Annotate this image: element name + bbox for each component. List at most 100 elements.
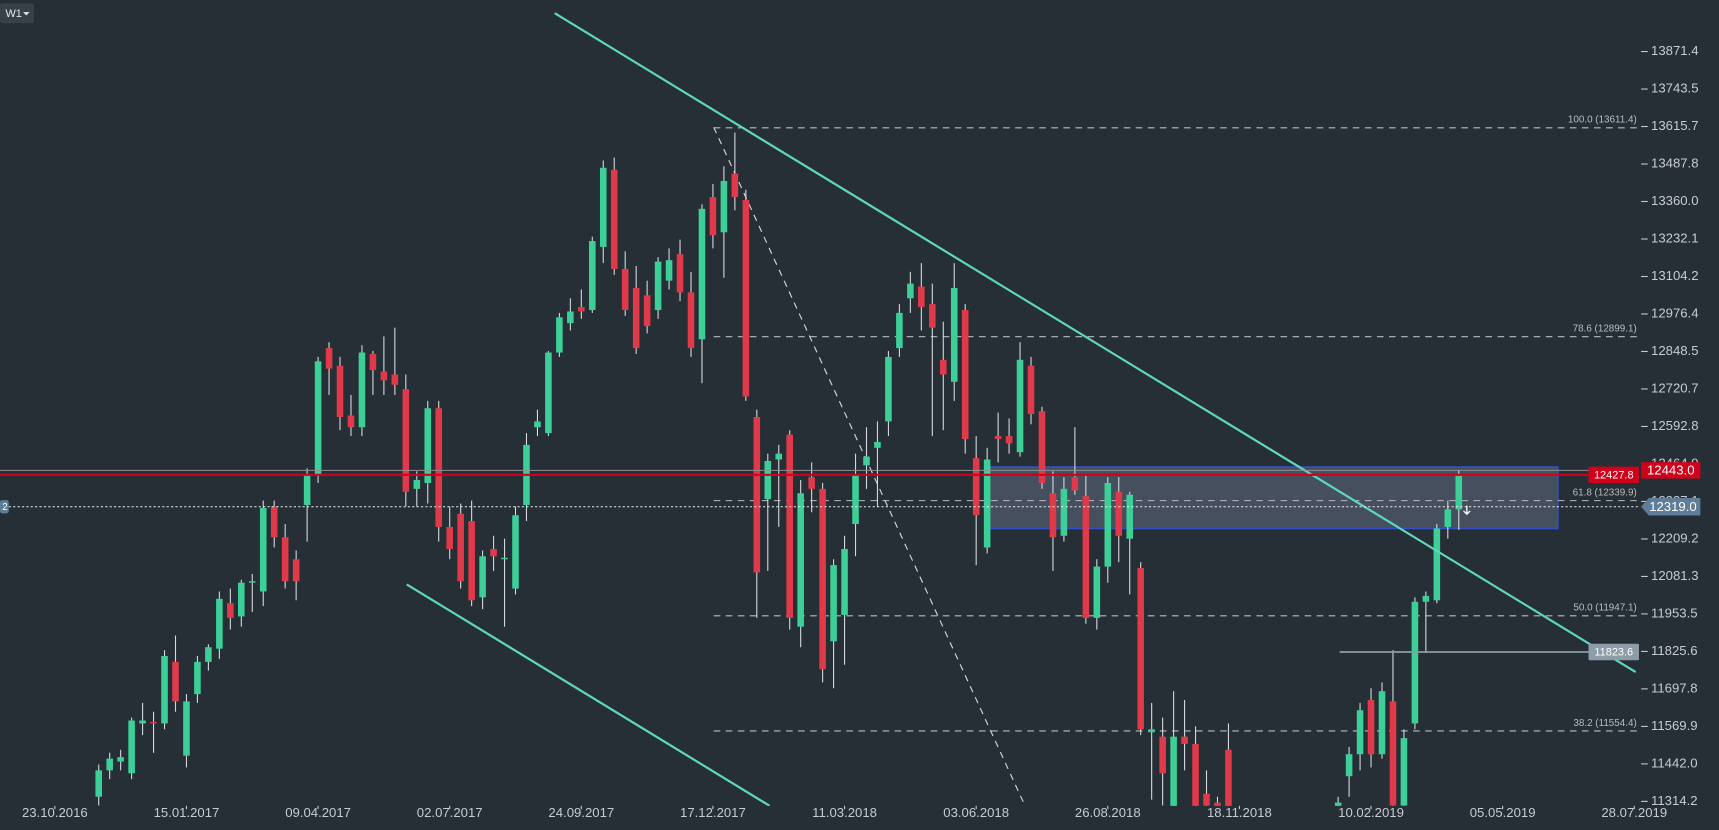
- candle-body: [950, 287, 958, 382]
- candle-body: [479, 556, 486, 598]
- fib-level-label: 38.2 (11554.4): [1573, 718, 1636, 729]
- candle-body: [490, 548, 497, 557]
- candle-body: [1192, 743, 1199, 806]
- x-tick-label: 17.12.2017: [680, 805, 746, 820]
- y-tick-label: 13615.7: [1651, 118, 1699, 133]
- y-tick-label: 11314.2: [1651, 793, 1698, 808]
- candle-body: [1214, 802, 1221, 806]
- candle-body: [457, 513, 464, 582]
- candle-body: [1433, 528, 1441, 601]
- axes: 13871.4 13743.5 13615.7 13487.8 13360.0 13232…: [0, 43, 1701, 820]
- candle-body: [161, 655, 168, 724]
- x-tick-label: 03.06.2018: [943, 805, 1009, 820]
- price-tag-label: 11823.6: [1594, 646, 1633, 658]
- dropdown-arrow[interactable]: [23, 12, 30, 16]
- x-tick-label: 26.08.2018: [1075, 805, 1141, 820]
- y-tick-label: 11825.6: [1651, 643, 1698, 658]
- candle-body: [259, 507, 267, 592]
- candle-body: [128, 720, 135, 774]
- y-tick-label: 11697.8: [1651, 680, 1698, 695]
- fib-level-label: 100.0 (13611.4): [1568, 115, 1637, 126]
- candle-body: [1422, 595, 1430, 602]
- timeframe-button[interactable]: W1: [0, 3, 34, 24]
- candle-body: [676, 254, 684, 293]
- candle-body: [1181, 736, 1188, 744]
- fib-level-label: 50.0 (11947.1): [1573, 603, 1636, 614]
- candle-body: [545, 352, 552, 434]
- fib-level-label: 61.8 (12339.9): [1573, 488, 1637, 499]
- y-tick-label: 13104.2: [1651, 268, 1699, 283]
- candle-body: [1060, 488, 1068, 536]
- y-tick-label: 13232.1: [1651, 230, 1699, 245]
- candle-body: [929, 304, 936, 328]
- candle-body: [808, 477, 815, 489]
- candle-body: [753, 417, 761, 573]
- price-tag: [1588, 466, 1639, 484]
- candle-body: [1049, 493, 1057, 538]
- candle-body: [983, 459, 991, 548]
- candle-body: [369, 353, 377, 371]
- price-tag: [1641, 462, 1701, 479]
- candle-body: [1104, 482, 1112, 567]
- candle-body: [325, 348, 333, 369]
- trendline: [406, 583, 771, 806]
- candle-body: [1005, 436, 1013, 444]
- candle-body: [183, 701, 190, 756]
- candle-body: [194, 661, 201, 695]
- candle-body: [1082, 496, 1090, 618]
- candle-body: [709, 197, 717, 236]
- candle-body: [347, 415, 355, 428]
- candle-body: [512, 515, 519, 589]
- y-tick-label: 12976.4: [1651, 305, 1699, 320]
- candle-body: [643, 295, 651, 327]
- candle-body: [270, 506, 278, 538]
- candle-body: [380, 371, 388, 381]
- candle-body: [918, 286, 925, 308]
- y-tick-label: 13743.5: [1651, 81, 1699, 96]
- candle-body: [907, 283, 914, 299]
- candle-body: [435, 408, 443, 527]
- price-tag-label: 12427.8: [1594, 469, 1634, 481]
- x-tick-label: 02.07.2017: [417, 805, 483, 820]
- x-tick-label: 11.03.2018: [812, 805, 877, 820]
- x-tick-label: 23.10.2016: [22, 805, 88, 820]
- timeframe-button-bg[interactable]: [0, 3, 34, 24]
- y-tick-label: 12848.5: [1651, 343, 1699, 358]
- candle-body: [1389, 701, 1397, 806]
- candle-body: [501, 557, 508, 560]
- candle-body: [292, 559, 300, 582]
- candle-body: [1225, 749, 1232, 806]
- candle-body: [556, 317, 563, 353]
- trendlines: [0, 12, 1639, 806]
- candle-body: [1356, 710, 1364, 755]
- candle-body: [139, 720, 146, 724]
- candle-body: [391, 374, 399, 385]
- fib-level-label: 78.6 (12899.1): [1573, 324, 1637, 335]
- candle-body: [1126, 494, 1134, 539]
- candle-body: [775, 453, 783, 460]
- price-tag-label: 12319.0: [1649, 499, 1697, 514]
- y-tick-label: 11442.0: [1651, 755, 1698, 770]
- candle-body: [621, 268, 629, 310]
- candle-body: [852, 474, 859, 525]
- candle-body: [1455, 474, 1463, 510]
- candle-body: [1367, 699, 1375, 755]
- candle-body: [172, 661, 179, 702]
- candle-body: [994, 436, 1002, 440]
- price-tag: [1588, 643, 1639, 661]
- timeframe-label[interactable]: W1: [5, 8, 21, 20]
- left-tag: [0, 500, 9, 514]
- candle-body: [742, 200, 750, 397]
- x-tick-label: 18.11.2018: [1207, 805, 1272, 820]
- y-tick-label: 12081.3: [1651, 568, 1699, 583]
- candle-body: [786, 434, 794, 618]
- candle-body: [95, 770, 103, 797]
- x-tick-label: 28.07.2019: [1601, 805, 1667, 820]
- x-tick-label: 10.02.2019: [1338, 805, 1404, 820]
- candle-body: [1411, 601, 1419, 724]
- candle-body: [303, 474, 311, 505]
- candle-body: [205, 647, 212, 662]
- candle-body: [1016, 359, 1024, 453]
